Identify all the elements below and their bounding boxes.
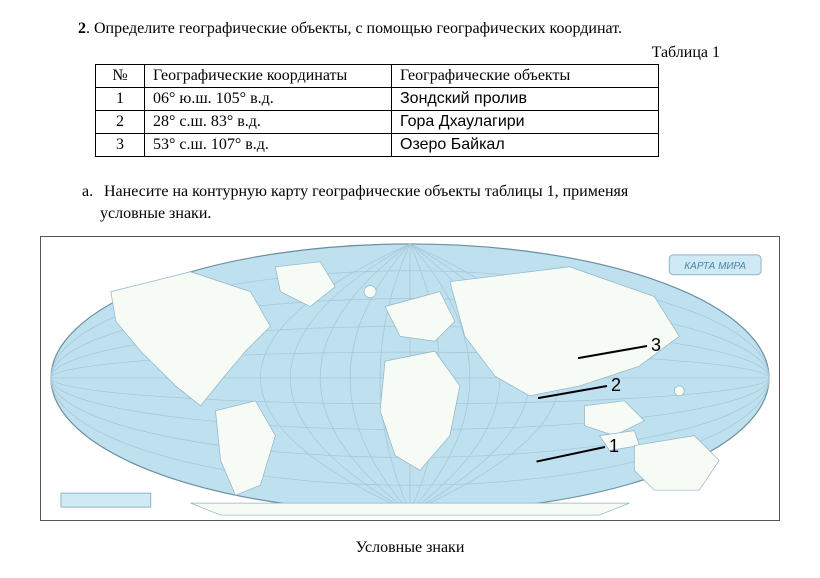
cell-object: Озеро Байкал [392,134,659,157]
cell-coordinates: 53° с.ш. 107° в.д. [145,134,392,157]
map-marker-1: 1 [535,436,619,457]
map-svg: КАРТА МИРА [41,237,779,520]
map-badge-label: КАРТА МИРА [684,261,746,272]
header-number: № [96,65,145,88]
marker-number: 2 [611,375,621,396]
world-map: КАРТА МИРА 3 2 1 [40,236,780,521]
subtask-line2: условные знаки. [100,203,211,225]
header-objects: Географические объекты [392,65,659,88]
subtask-line1: Нанесите на контурную карту географическ… [104,183,628,200]
marker-number: 3 [651,335,661,356]
table-header-row: № Географические координаты Географическ… [96,65,659,88]
cell-object: Зондский пролив [392,88,659,111]
cell-object: Гора Дхаулагири [392,111,659,134]
subtask: а. Нанесите на контурную карту географич… [82,181,780,224]
table-row: 1 06° ю.ш. 105° в.д. Зондский пролив [96,88,659,111]
cell-coordinates: 28° с.ш. 83° в.д. [145,111,392,134]
cell-number: 1 [96,88,145,111]
coordinates-table: № Географические координаты Географическ… [95,64,659,157]
header-coordinates: Географические координаты [145,65,392,88]
subtask-letter: а. [82,181,100,203]
cell-number: 2 [96,111,145,134]
cell-coordinates: 06° ю.ш. 105° в.д. [145,88,392,111]
task-title-text: . Определите географические объекты, с п… [86,20,622,37]
map-caption: Условные знаки [40,539,780,557]
table-row: 3 53° с.ш. 107° в.д. Озеро Байкал [96,134,659,157]
cell-number: 3 [96,134,145,157]
task-number: 2 [78,20,86,37]
table-row: 2 28° с.ш. 83° в.д. Гора Дхаулагири [96,111,659,134]
map-marker-3: 3 [577,335,661,356]
map-marker-2: 2 [537,375,621,396]
table-label: Таблица 1 [40,44,720,62]
marker-number: 1 [609,436,619,457]
task-title: 2. Определите географические объекты, с … [78,20,780,38]
